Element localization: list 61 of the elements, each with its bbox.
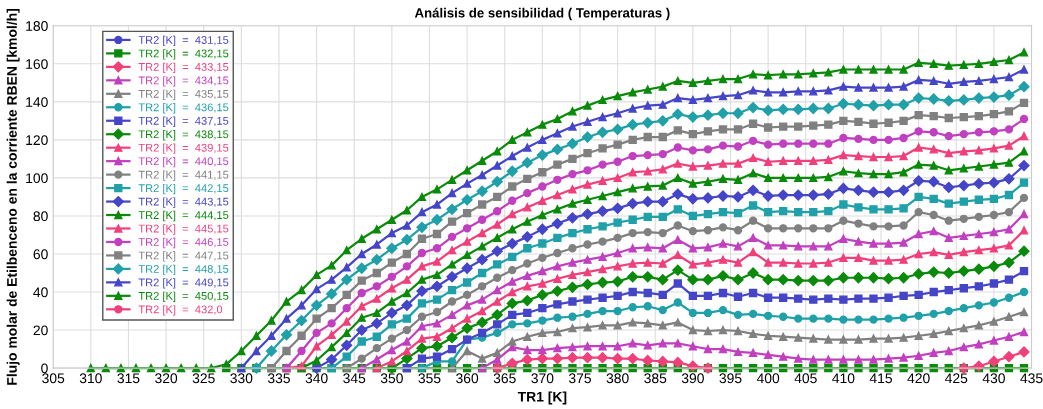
legend-label: TR2 [K] = 444,15 bbox=[138, 210, 229, 222]
legend-label: TR2 [K] = 431,15 bbox=[138, 35, 229, 47]
legend-label: TR2 [K] = 435,15 bbox=[138, 89, 229, 100]
legend-label: TR2 [K] = 433,15 bbox=[138, 62, 229, 74]
legend-label: TR2 [K] = 432,0 bbox=[138, 305, 223, 316]
x-tick-label: 435 bbox=[1020, 373, 1043, 384]
x-tick-label: 425 bbox=[945, 373, 968, 384]
y-axis-title: Flujo molar de Etilbenceno en la corriente RBEN [kmol/h] bbox=[6, 9, 20, 385]
legend-label: TR2 [K] = 434,15 bbox=[138, 76, 229, 87]
chart-title: Análisis de sensibilidad ( Temperaturas ) bbox=[414, 7, 670, 21]
x-tick-label: 370 bbox=[531, 373, 554, 384]
x-tick-label: 415 bbox=[869, 373, 893, 384]
legend-label: TR2 [K] = 448,15 bbox=[138, 264, 229, 276]
x-tick-label: 410 bbox=[832, 373, 855, 384]
legend-label: TR2 [K] = 439,15 bbox=[138, 143, 229, 154]
y-tick-label: 60 bbox=[33, 249, 48, 260]
legend-label: TR2 [K] = 440,15 bbox=[138, 156, 229, 168]
x-tick-label: 395 bbox=[719, 373, 742, 384]
legend-label: TR2 [K] = 432,15 bbox=[138, 49, 229, 60]
y-tick-label: 120 bbox=[26, 135, 48, 146]
y-tick-label: 180 bbox=[26, 21, 48, 31]
x-tick-label: 335 bbox=[267, 373, 290, 384]
x-axis-title: TR1 [K] bbox=[517, 391, 567, 405]
x-tick-label: 340 bbox=[305, 373, 328, 384]
legend-label: TR2 [K] = 442,15 bbox=[138, 183, 229, 195]
x-tick-label: 390 bbox=[681, 373, 704, 384]
x-tick-label: 315 bbox=[117, 373, 140, 384]
x-tick-label: 405 bbox=[794, 373, 817, 384]
x-tick-label: 420 bbox=[907, 373, 930, 384]
x-tick-label: 320 bbox=[155, 373, 178, 384]
x-tick-label: 360 bbox=[456, 373, 479, 384]
y-tick-label: 0 bbox=[41, 363, 48, 374]
x-tick-label: 310 bbox=[79, 373, 102, 384]
x-tick-label: 355 bbox=[418, 373, 441, 384]
y-tick-label: 160 bbox=[26, 59, 48, 69]
legend-label: TR2 [K] = 449,15 bbox=[138, 278, 229, 289]
y-tick-label: 20 bbox=[33, 325, 48, 336]
x-tick-label: 350 bbox=[380, 373, 403, 384]
legend-label: TR2 [K] = 437,15 bbox=[138, 116, 229, 127]
legend-label: TR2 [K] = 443,15 bbox=[138, 197, 229, 208]
x-tick-label: 305 bbox=[42, 373, 65, 384]
legend-label: TR2 [K] = 450,15 bbox=[138, 291, 229, 303]
y-tick-label: 80 bbox=[33, 211, 48, 222]
x-tick-label: 325 bbox=[192, 373, 215, 384]
legend-label: TR2 [K] = 441,15 bbox=[138, 170, 229, 181]
legend-label: TR2 [K] = 445,15 bbox=[138, 224, 229, 235]
legend-label: TR2 [K] = 447,15 bbox=[138, 251, 229, 262]
y-tick-label: 100 bbox=[26, 173, 48, 184]
x-tick-label: 385 bbox=[644, 373, 667, 384]
legend-label: TR2 [K] = 438,15 bbox=[138, 130, 229, 141]
x-tick-label: 400 bbox=[756, 373, 780, 384]
legend-label: TR2 [K] = 446,15 bbox=[138, 237, 229, 249]
x-tick-label: 375 bbox=[568, 373, 591, 384]
x-tick-label: 365 bbox=[493, 373, 516, 384]
x-tick-label: 330 bbox=[230, 373, 253, 384]
y-tick-label: 140 bbox=[26, 97, 48, 108]
x-tick-label: 430 bbox=[982, 373, 1005, 384]
y-tick-label: 40 bbox=[33, 287, 48, 298]
x-tick-label: 380 bbox=[606, 373, 629, 384]
legend-label: TR2 [K] = 436,15 bbox=[138, 103, 229, 114]
x-tick-label: 345 bbox=[343, 373, 366, 384]
